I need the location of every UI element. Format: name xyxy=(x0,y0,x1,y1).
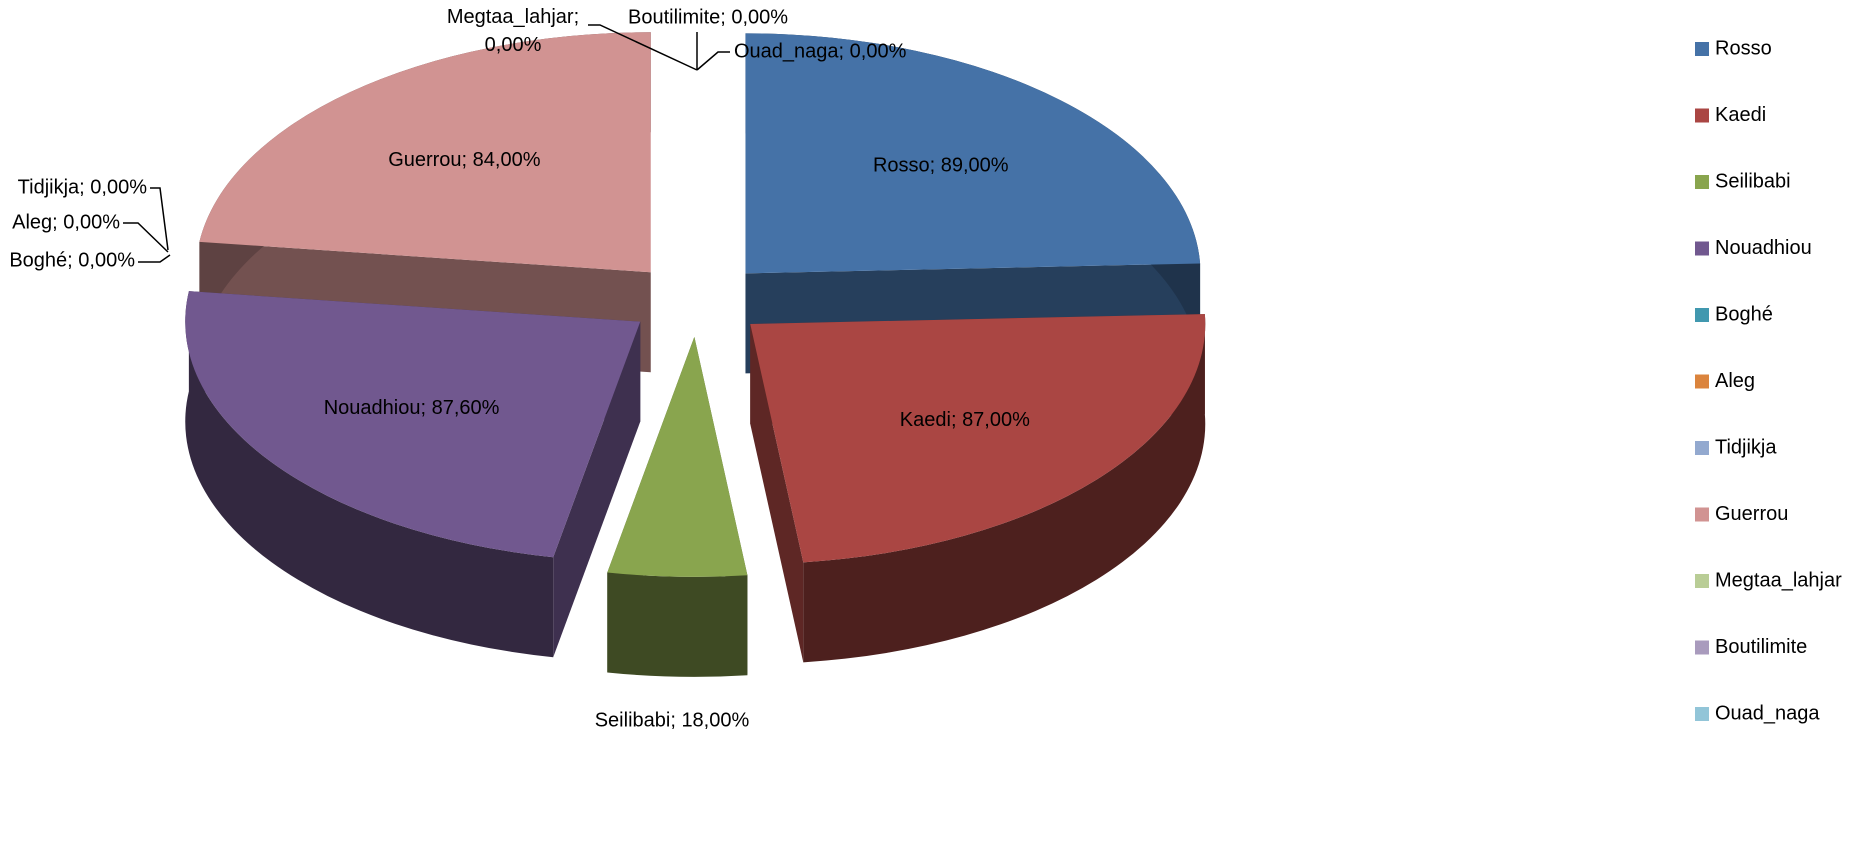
leader-line xyxy=(138,254,171,263)
leader-line xyxy=(150,187,169,251)
data-label: Boutilimite; 0,00% xyxy=(628,6,788,28)
legend-swatch xyxy=(1695,108,1709,123)
legend-label: Guerrou xyxy=(1715,503,1788,525)
data-label-line: Megtaa_lahjar; xyxy=(447,6,579,28)
data-label: Guerrou; 84,00% xyxy=(388,149,541,171)
data-label: Aleg; 0,00% xyxy=(12,211,120,233)
slice xyxy=(750,314,1206,663)
leader-line xyxy=(588,24,698,71)
legend-label: Tidjikja xyxy=(1715,436,1777,458)
legend-swatch xyxy=(1695,42,1709,56)
data-label: Ouad_naga; 0,00% xyxy=(734,40,907,62)
slice-top xyxy=(185,291,641,558)
slice-top xyxy=(607,336,748,577)
legend-swatch xyxy=(1695,241,1709,256)
slice-side xyxy=(185,291,554,658)
legend-swatch xyxy=(1695,574,1709,588)
slice-top xyxy=(750,314,1206,563)
legend-label: Aleg xyxy=(1715,370,1755,392)
data-label: Megtaa_lahjar; 0,00% xyxy=(447,6,579,56)
data-label: Tidjikja; 0,00% xyxy=(18,176,148,198)
data-label-line: 0,00% xyxy=(485,34,542,56)
leader-line xyxy=(123,222,169,253)
slice-top xyxy=(199,32,651,273)
data-label: Nouadhiou; 87,60% xyxy=(324,397,500,419)
slice-side xyxy=(607,572,748,677)
legend-swatch xyxy=(1695,640,1709,655)
legend-swatch xyxy=(1695,308,1709,322)
legend-label: Rosso xyxy=(1715,37,1772,59)
slice-top xyxy=(745,33,1201,274)
legend-swatch xyxy=(1695,507,1709,522)
data-label: Kaedi; 87,00% xyxy=(900,409,1030,431)
data-label: Rosso; 89,00% xyxy=(873,154,1009,176)
legend-label: Megtaa_lahjar xyxy=(1715,569,1842,591)
slice-side xyxy=(803,314,1206,663)
legend-label: Seilibabi xyxy=(1715,170,1791,192)
data-label: Seilibabi; 18,00% xyxy=(595,709,750,731)
slice xyxy=(607,336,748,677)
legend-swatch xyxy=(1695,374,1709,389)
legend-swatch xyxy=(1695,707,1709,721)
slice xyxy=(185,291,641,658)
data-label: Boghé; 0,00% xyxy=(9,249,135,271)
legend-label: Boutilimite xyxy=(1715,636,1807,658)
legend-label: Nouadhiou xyxy=(1715,237,1812,259)
legend-label: Boghé xyxy=(1715,303,1773,325)
leader-line xyxy=(696,51,730,71)
legend-swatch xyxy=(1695,175,1709,189)
slice-wall xyxy=(750,323,804,663)
legend-swatch xyxy=(1695,441,1709,455)
legend-label: Kaedi xyxy=(1715,104,1766,126)
legend-label: Ouad_naga xyxy=(1715,702,1820,724)
